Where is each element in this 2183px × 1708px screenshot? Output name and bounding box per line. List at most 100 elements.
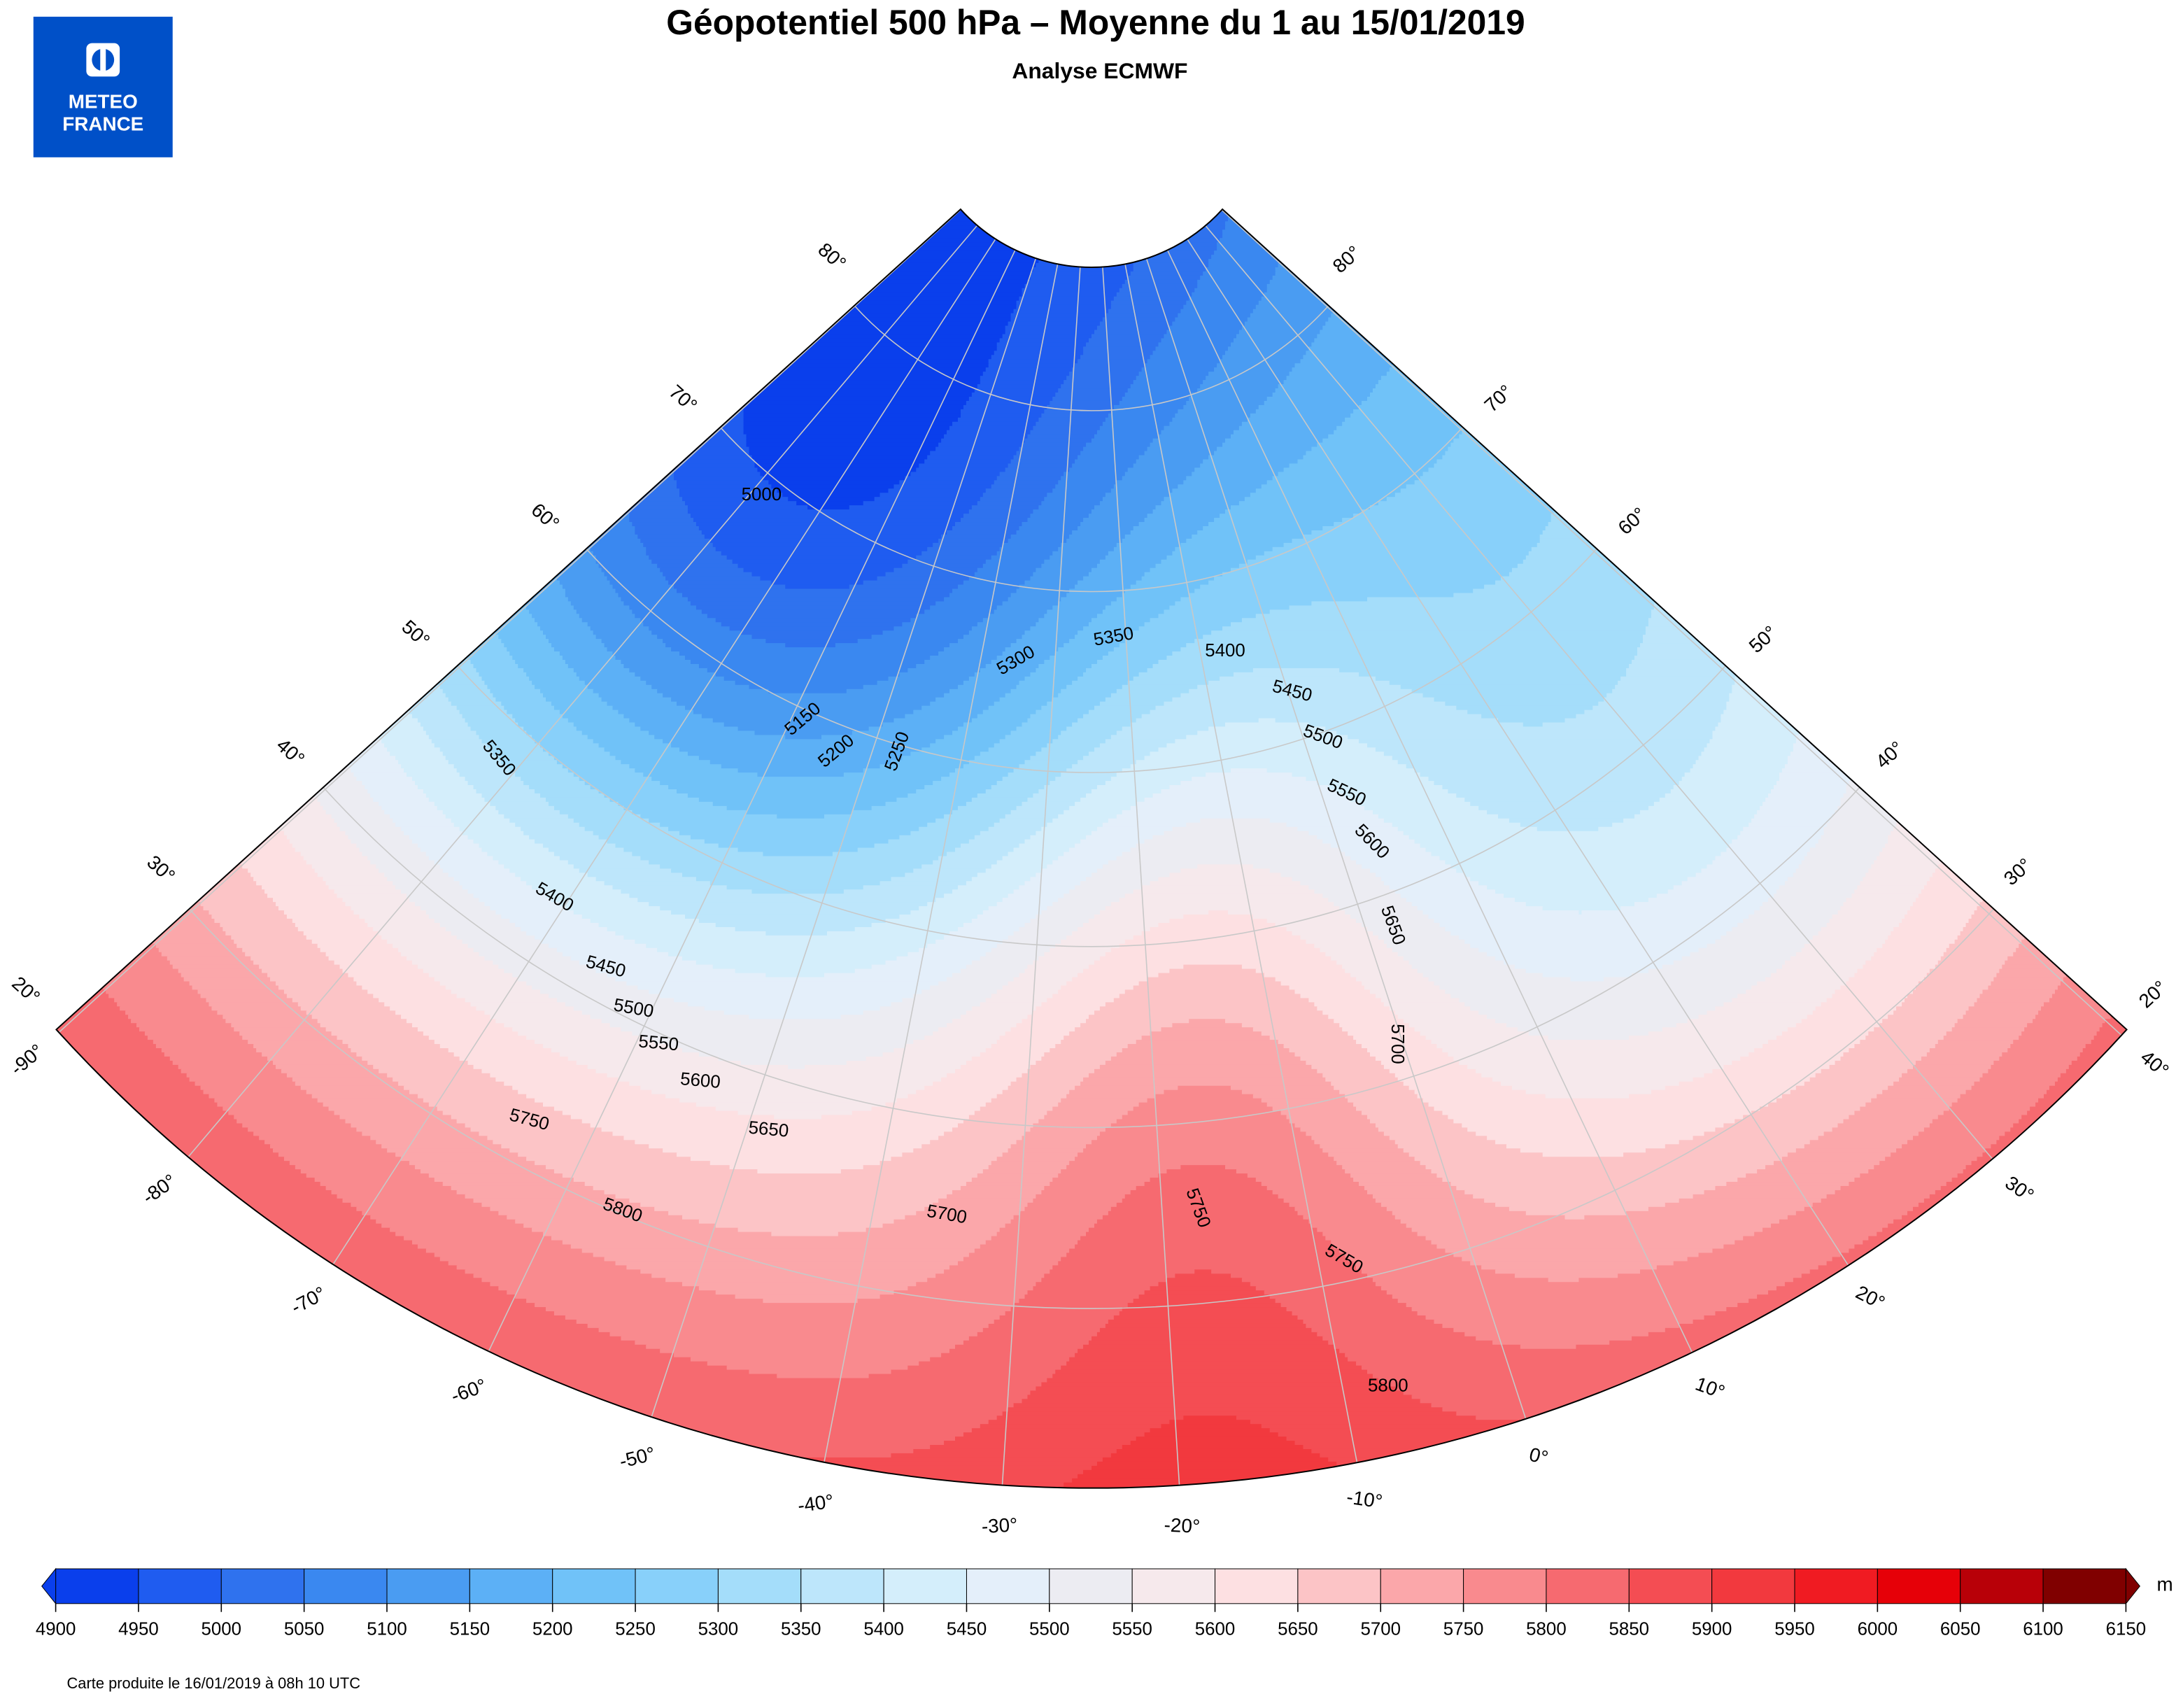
field-band [1230,209,1299,214]
field-band [2005,150,2086,155]
field-band [1456,705,1594,711]
field-band [782,304,1017,310]
field-band [1222,626,1647,631]
field-band [1991,747,2054,753]
field-band [709,275,806,281]
field-band [1832,530,1906,535]
field-band [209,396,260,402]
field-band [612,455,672,460]
field-band [231,760,291,765]
field-band [197,572,249,577]
field-band [2086,176,2148,181]
field-band [2033,801,2098,807]
field-band [456,542,500,548]
field-band [1459,434,1577,439]
field-band [2086,100,2148,105]
field-band [56,425,104,431]
field-band [994,743,1048,749]
field-band [1701,751,1792,757]
field-band [479,180,530,185]
field-band [351,334,397,339]
field-band [2068,355,2127,360]
field-band [1019,446,1085,452]
field-band [211,404,263,410]
field-band [108,459,168,465]
field-band [991,117,1123,122]
field-band [707,283,798,289]
field-band [1245,129,1310,134]
field-band [2074,684,2127,690]
field-band [1266,480,1415,486]
field-band [1036,567,1093,573]
field-band [214,421,263,427]
field-band [1022,522,1082,527]
field-band [1061,384,1131,389]
field-band [1169,605,1290,611]
field-band [879,493,984,498]
field-band [581,304,636,310]
field-band [329,146,386,151]
field-band [153,363,207,368]
field-band [267,184,324,189]
field-band [553,242,608,247]
field-band [236,768,297,773]
field-band [1804,714,1875,719]
field-band [414,542,458,548]
field-band [325,810,386,815]
field-band [757,467,917,473]
field-band [1550,514,1669,518]
field-band [1829,580,1900,586]
field-band [1428,467,1569,473]
field-band [490,801,550,807]
field-band [1186,643,1641,648]
field-band [1595,330,1683,335]
field-band [1760,459,1839,465]
field-band [401,614,446,619]
field-band [1679,376,1764,381]
field-band [197,701,255,707]
field-band [256,346,307,352]
field-band [1951,659,2017,665]
field-band [612,584,675,590]
field-band [947,530,1017,535]
field-band [435,155,488,160]
field-band [1926,209,2006,214]
field-band [1949,672,2014,677]
field-band [161,622,218,628]
field-band [1921,764,1986,769]
field-band [353,292,402,297]
field-band [2077,676,2127,682]
field-band [1846,150,1928,155]
field-band [387,747,441,753]
field-band [1147,242,1218,247]
field-band [1971,551,2040,556]
field-band [211,163,271,168]
field-band [306,351,352,356]
field-band [1915,781,1978,786]
field-band [1278,384,1377,389]
field-band [893,626,973,631]
field-band [1113,484,1179,490]
field-band [2005,221,2084,227]
field-band [2068,701,2127,707]
field-band [1116,597,1182,602]
field-band [1350,271,1432,276]
field-band [1768,138,1847,143]
field-band [682,213,758,218]
field-band [275,497,321,502]
field-band [1991,372,2068,376]
field-band [1905,514,1975,518]
field-band [1511,567,1664,573]
field-band [1923,262,2003,268]
field-band [565,384,614,389]
field-band [428,735,480,740]
field-band [565,593,619,598]
field-band [2007,117,2086,122]
field-band [253,701,307,707]
field-band [434,593,477,598]
field-band [646,546,716,552]
field-band [83,292,149,297]
field-band [362,242,411,247]
field-band [1757,525,1833,531]
field-band [1999,722,2062,728]
